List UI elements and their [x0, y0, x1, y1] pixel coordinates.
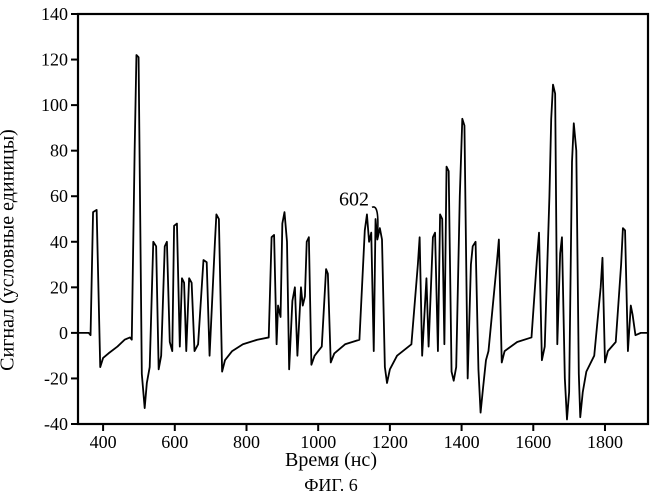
- svg-text:-40: -40: [44, 414, 68, 434]
- svg-text:120: 120: [41, 50, 68, 70]
- svg-text:-20: -20: [44, 368, 68, 388]
- svg-text:60: 60: [50, 186, 68, 206]
- y-axis-label: Сигнал (условные единицы): [0, 129, 20, 371]
- svg-text:100: 100: [41, 95, 68, 115]
- x-axis-label: Время (нс): [0, 449, 662, 472]
- svg-text:40: 40: [50, 232, 68, 252]
- svg-text:140: 140: [41, 4, 68, 24]
- figure-caption: ФИГ. 6: [0, 475, 662, 496]
- chart-svg: 40060080010001200140016001800-40-2002040…: [0, 0, 662, 500]
- svg-text:20: 20: [50, 277, 68, 297]
- svg-text:0: 0: [59, 323, 68, 343]
- figure-container: 40060080010001200140016001800-40-2002040…: [0, 0, 662, 500]
- svg-text:80: 80: [50, 141, 68, 161]
- svg-text:602: 602: [339, 188, 369, 210]
